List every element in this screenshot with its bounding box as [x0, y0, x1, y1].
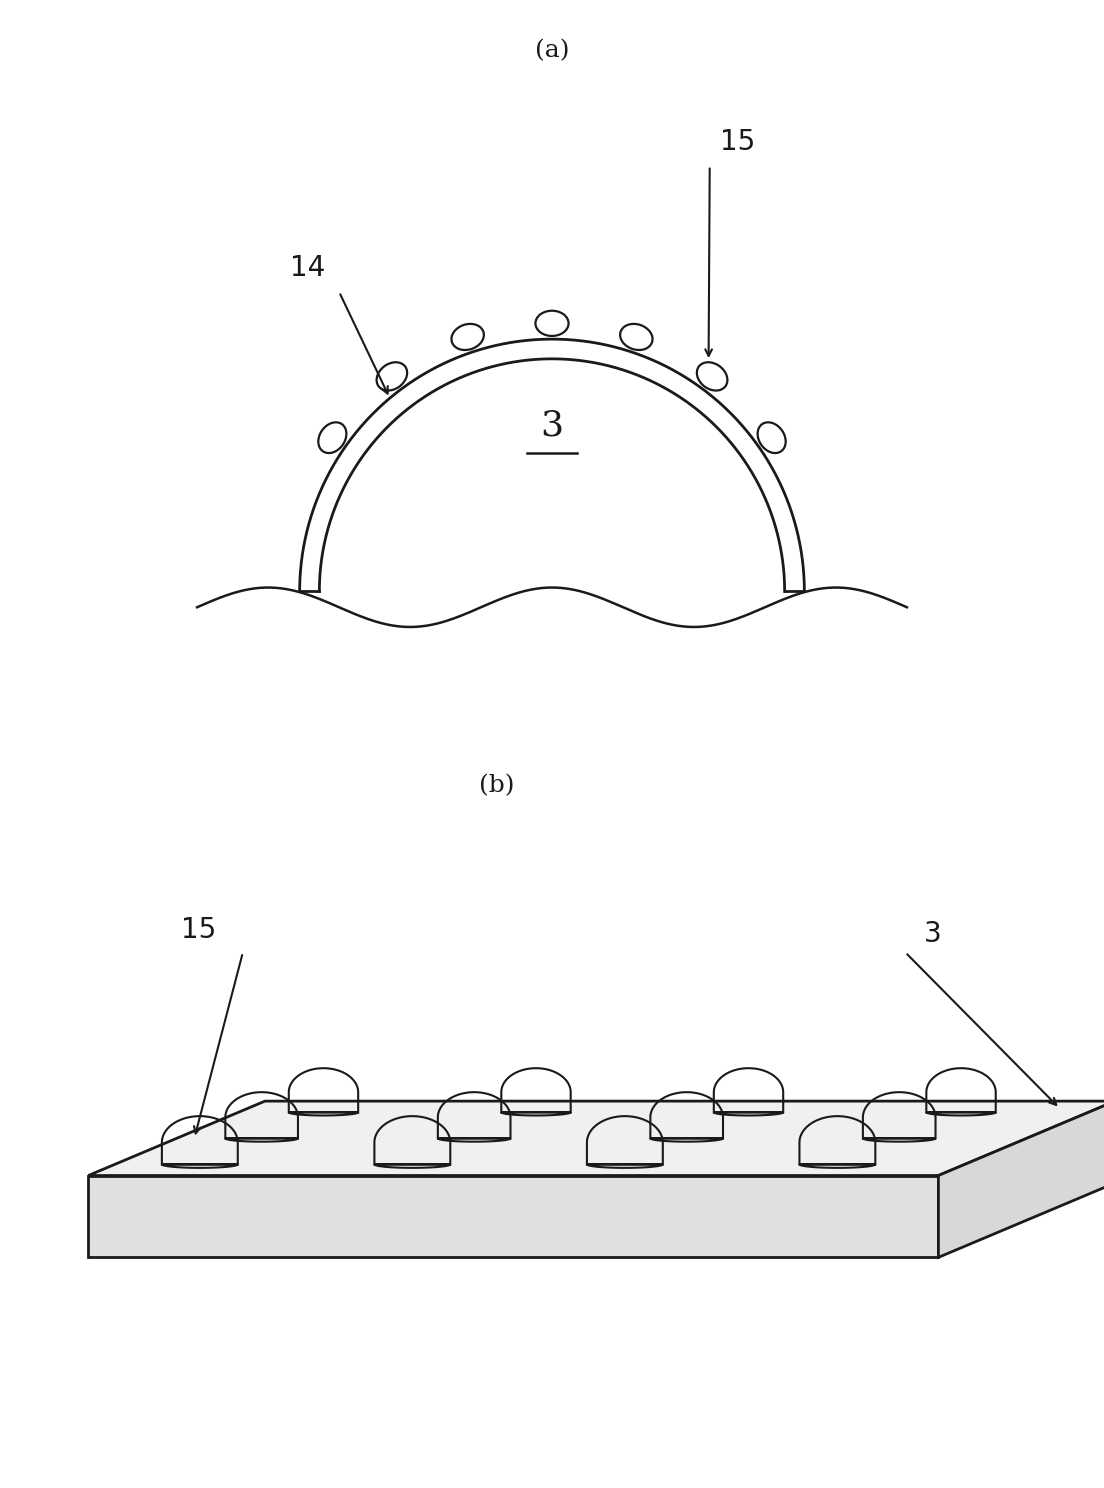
Polygon shape — [88, 1101, 1104, 1176]
Text: 3: 3 — [924, 920, 942, 948]
Text: 3: 3 — [541, 409, 563, 443]
Text: 15: 15 — [720, 128, 755, 156]
Text: (b): (b) — [479, 774, 514, 796]
Text: (a): (a) — [534, 39, 570, 62]
Text: 14: 14 — [290, 254, 326, 283]
Text: 15: 15 — [181, 917, 216, 943]
Polygon shape — [938, 1101, 1104, 1257]
Polygon shape — [88, 1176, 938, 1257]
